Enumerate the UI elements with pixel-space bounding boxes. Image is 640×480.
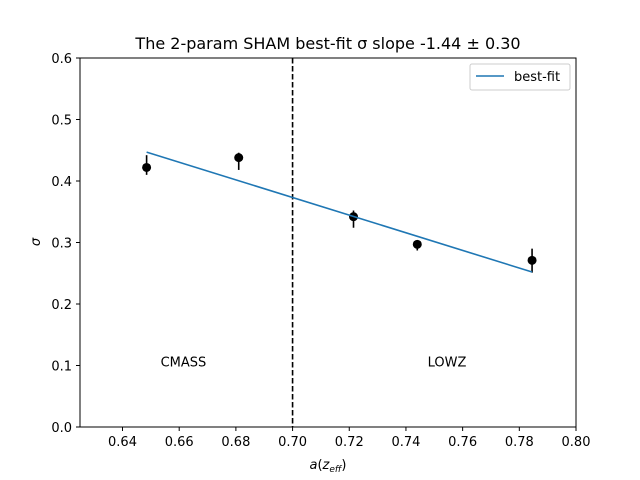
x-tick-label: 0.68: [221, 435, 250, 450]
x-tick-label: 0.76: [448, 435, 477, 450]
y-tick-label: 0.6: [51, 52, 72, 67]
y-axis-label: σ: [29, 237, 44, 246]
y-tick-label: 0.2: [51, 298, 72, 313]
x-tick-label: 0.74: [391, 435, 420, 450]
y-tick-label: 0.0: [51, 421, 72, 436]
data-point: [142, 162, 152, 172]
legend-box: [469, 63, 571, 91]
annotation-lowz: LOWZ: [428, 355, 467, 370]
chart-title: The 2-param SHAM best-fit σ slope -1.44 …: [134, 34, 520, 53]
best-fit-line: [146, 151, 533, 273]
x-tick-label: 0.80: [562, 435, 591, 450]
annotation-cmass: CMASS: [161, 355, 207, 370]
y-tick-label: 0.4: [51, 175, 72, 190]
legend: best-fit: [469, 63, 571, 91]
legend-label: best-fit: [514, 70, 560, 85]
x-axis: 0.64 0.66 0.68 0.70 0.72 0.74 0.76 0.78 0.80: [108, 427, 590, 450]
y-tick-label: 0.5: [51, 114, 72, 129]
x-tick-label: 0.78: [505, 435, 534, 450]
plot-area: CMASS LOWZ: [142, 58, 537, 427]
plot-frame: [79, 57, 577, 428]
data-point: [234, 153, 244, 163]
x-tick-label: 0.64: [108, 435, 137, 450]
data-point: [412, 239, 422, 249]
x-tick-label: 0.72: [335, 435, 364, 450]
x-tick-label: 0.66: [165, 435, 194, 450]
x-tick-label: 0.70: [278, 435, 307, 450]
y-tick-label: 0.3: [51, 237, 72, 252]
y-tick-label: 0.1: [51, 360, 72, 375]
x-axis-label: a(zeff): [310, 458, 347, 475]
y-axis: 0.0 0.1 0.2 0.3 0.4 0.5 0.6: [51, 52, 80, 436]
data-point: [527, 255, 537, 265]
